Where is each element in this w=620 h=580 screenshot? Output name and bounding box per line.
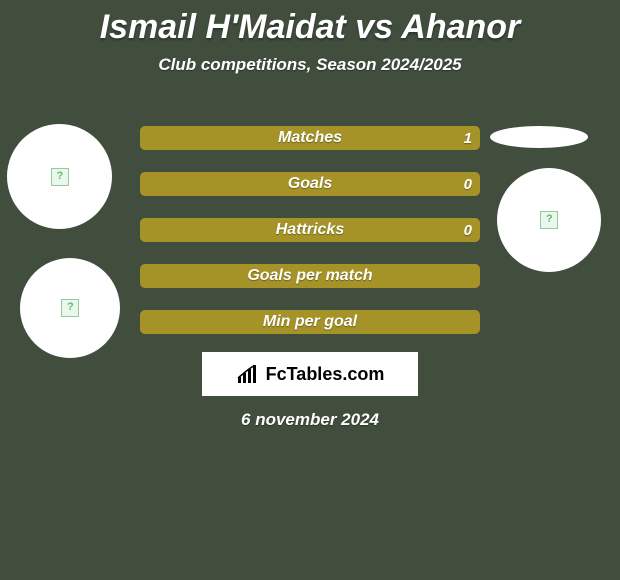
club-right-ellipse xyxy=(490,126,588,148)
club-left-avatar xyxy=(20,258,120,358)
brand-box: FcTables.com xyxy=(202,352,418,396)
stat-bar-label: Matches xyxy=(140,126,480,150)
stat-bar: Goals0 xyxy=(140,172,480,196)
player-right-avatar xyxy=(497,168,601,272)
stat-bar-label: Hattricks xyxy=(140,218,480,242)
stat-bar-value-right: 0 xyxy=(464,172,472,196)
stat-bar-value-right: 1 xyxy=(464,126,472,150)
stat-bar: Min per goal xyxy=(140,310,480,334)
page-title: Ismail H'Maidat vs Ahanor xyxy=(0,0,620,47)
stat-bar: Goals per match xyxy=(140,264,480,288)
player-left-avatar xyxy=(7,124,112,229)
date-text: 6 november 2024 xyxy=(0,410,620,430)
stat-bar-label: Min per goal xyxy=(140,310,480,334)
stats-bars: Matches1Goals0Hattricks0Goals per matchM… xyxy=(140,126,480,356)
brand-logo-icon xyxy=(236,365,260,383)
page-subtitle: Club competitions, Season 2024/2025 xyxy=(0,55,620,75)
comparison-card: Ismail H'Maidat vs Ahanor Club competiti… xyxy=(0,0,620,580)
stat-bar: Matches1 xyxy=(140,126,480,150)
broken-image-icon xyxy=(51,168,69,186)
broken-image-icon xyxy=(540,211,558,229)
stat-bar-label: Goals xyxy=(140,172,480,196)
stat-bar-label: Goals per match xyxy=(140,264,480,288)
brand-text: FcTables.com xyxy=(266,364,385,385)
stat-bar: Hattricks0 xyxy=(140,218,480,242)
stat-bar-value-right: 0 xyxy=(464,218,472,242)
broken-image-icon xyxy=(61,299,79,317)
